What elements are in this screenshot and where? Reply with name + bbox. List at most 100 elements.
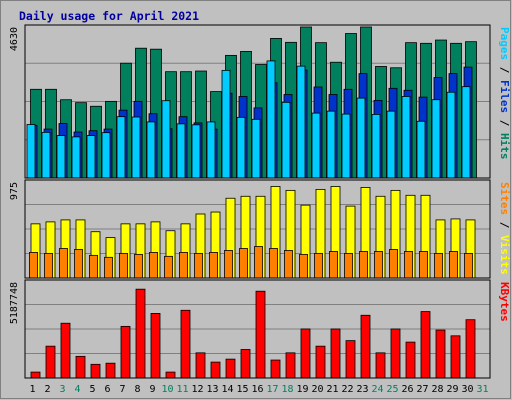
bar-pages-day-11 [176, 123, 186, 179]
legend-visits: Sites / Visits [498, 182, 511, 275]
x-tick-label-day-6: 6 [104, 384, 110, 395]
panel-hits: 4630 Pages / Files / Hits [9, 24, 511, 179]
bar-kbytes-day-3 [60, 322, 71, 379]
bar-kbytes-day-19 [300, 328, 311, 379]
bar-sites-day-10 [164, 255, 173, 279]
plot-frame-kbytes [24, 279, 491, 379]
x-tick-label-day-1: 1 [29, 384, 35, 395]
bar-kbytes-day-17 [270, 359, 281, 379]
x-tick-label-day-3: 3 [59, 384, 65, 395]
bar-sites-day-11 [179, 251, 188, 279]
bar-kbytes-day-18 [285, 352, 296, 379]
bar-pages-day-10 [161, 100, 171, 179]
bar-sites-day-4 [74, 249, 83, 279]
bar-kbytes-day-5 [90, 363, 101, 379]
legend-separator: / [498, 215, 511, 235]
x-tick-label-day-23: 23 [356, 384, 368, 395]
bar-sites-day-9 [149, 251, 158, 279]
legend-hits: Pages / Files / Hits [498, 27, 511, 160]
legend-item-pages: Pages [498, 27, 511, 60]
bar-pages-day-3 [56, 135, 66, 179]
legend-separator: / [498, 113, 511, 133]
chart-title: Daily usage for April 2021 [19, 9, 199, 23]
bar-sites-day-20 [314, 252, 323, 279]
bar-sites-day-14 [224, 250, 233, 279]
x-tick-label-day-14: 14 [221, 384, 233, 395]
bar-kbytes-day-26 [405, 341, 416, 379]
legend-item-hits: Hits [498, 133, 511, 160]
bar-pages-day-28 [431, 99, 441, 179]
bar-pages-day-20 [311, 112, 321, 179]
bar-pages-day-30 [461, 86, 471, 179]
bar-kbytes-day-10 [165, 371, 176, 379]
legend-item-kbytes: KBytes [498, 282, 511, 322]
panel-kbytes: 5187748 KBytes [9, 279, 511, 379]
bar-sites-day-28 [434, 252, 443, 279]
bar-pages-day-24 [371, 114, 381, 179]
bar-kbytes-day-22 [345, 340, 356, 379]
bar-kbytes-day-30 [465, 319, 476, 379]
bar-pages-day-25 [386, 110, 396, 179]
bar-kbytes-day-6 [105, 362, 116, 379]
x-tick-label-day-13: 13 [206, 384, 218, 395]
bar-pages-day-17 [266, 60, 276, 179]
bar-kbytes-day-28 [435, 329, 446, 379]
bar-sites-day-6 [104, 256, 113, 279]
bar-pages-day-13 [206, 121, 216, 179]
bar-pages-day-26 [401, 96, 411, 179]
legend-item-files: Files [498, 80, 511, 113]
bar-kbytes-day-27 [420, 311, 431, 379]
x-tick-label-day-21: 21 [326, 384, 338, 395]
x-tick-label-day-11: 11 [176, 384, 188, 395]
bar-pages-day-7 [116, 116, 126, 179]
y-max-label-visits: 975 [9, 182, 20, 200]
x-tick-label-day-4: 4 [74, 384, 80, 395]
bar-pages-day-1 [26, 124, 36, 179]
bar-pages-day-16 [251, 118, 261, 179]
bar-sites-day-7 [119, 252, 128, 279]
legend-item-visits: Visits [498, 235, 511, 275]
x-tick-label-day-5: 5 [89, 384, 95, 395]
bar-kbytes-day-9 [150, 313, 161, 379]
x-tick-label-day-9: 9 [149, 384, 155, 395]
legend-separator: / [498, 60, 511, 80]
bar-sites-day-18 [284, 250, 293, 279]
x-tick-label-day-22: 22 [341, 384, 353, 395]
bar-kbytes-day-24 [375, 352, 386, 379]
bar-kbytes-day-25 [390, 328, 401, 379]
bar-sites-day-21 [329, 251, 338, 279]
bar-pages-day-15 [236, 116, 246, 179]
bar-sites-day-19 [299, 253, 308, 279]
bar-sites-day-29 [449, 251, 458, 279]
bar-kbytes-day-2 [45, 345, 56, 379]
x-tick-label-day-24: 24 [371, 384, 383, 395]
bar-kbytes-day-15 [240, 349, 251, 379]
bar-pages-day-5 [86, 135, 96, 179]
x-tick-label-day-28: 28 [431, 384, 443, 395]
bar-sites-day-17 [269, 248, 278, 279]
bar-pages-day-9 [146, 121, 156, 179]
x-tick-label-day-12: 12 [191, 384, 203, 395]
x-tick-label-day-29: 29 [446, 384, 458, 395]
bar-pages-day-27 [416, 120, 426, 179]
x-tick-label-day-7: 7 [119, 384, 125, 395]
x-tick-label-day-17: 17 [266, 384, 278, 395]
chart-panels: 4630 Pages / Files / Hits 975 Sites / Visit… [9, 24, 511, 379]
bar-pages-day-14 [221, 69, 231, 179]
x-tick-label-day-8: 8 [134, 384, 140, 395]
bar-pages-day-8 [131, 116, 141, 179]
bar-sites-day-24 [374, 251, 383, 279]
bar-kbytes-day-23 [360, 314, 371, 379]
x-tick-label-day-16: 16 [251, 384, 263, 395]
bar-sites-day-27 [419, 251, 428, 279]
bar-kbytes-day-29 [450, 335, 461, 379]
x-tick-label-day-31: 31 [476, 384, 488, 395]
bar-sites-day-26 [404, 251, 413, 279]
y-max-label-kbytes: 5187748 [9, 282, 20, 324]
plot-frame-hits [24, 24, 491, 179]
bar-pages-day-4 [71, 136, 81, 179]
bar-pages-day-23 [356, 97, 366, 179]
bar-sites-day-23 [359, 251, 368, 279]
bar-sites-day-22 [344, 252, 353, 279]
